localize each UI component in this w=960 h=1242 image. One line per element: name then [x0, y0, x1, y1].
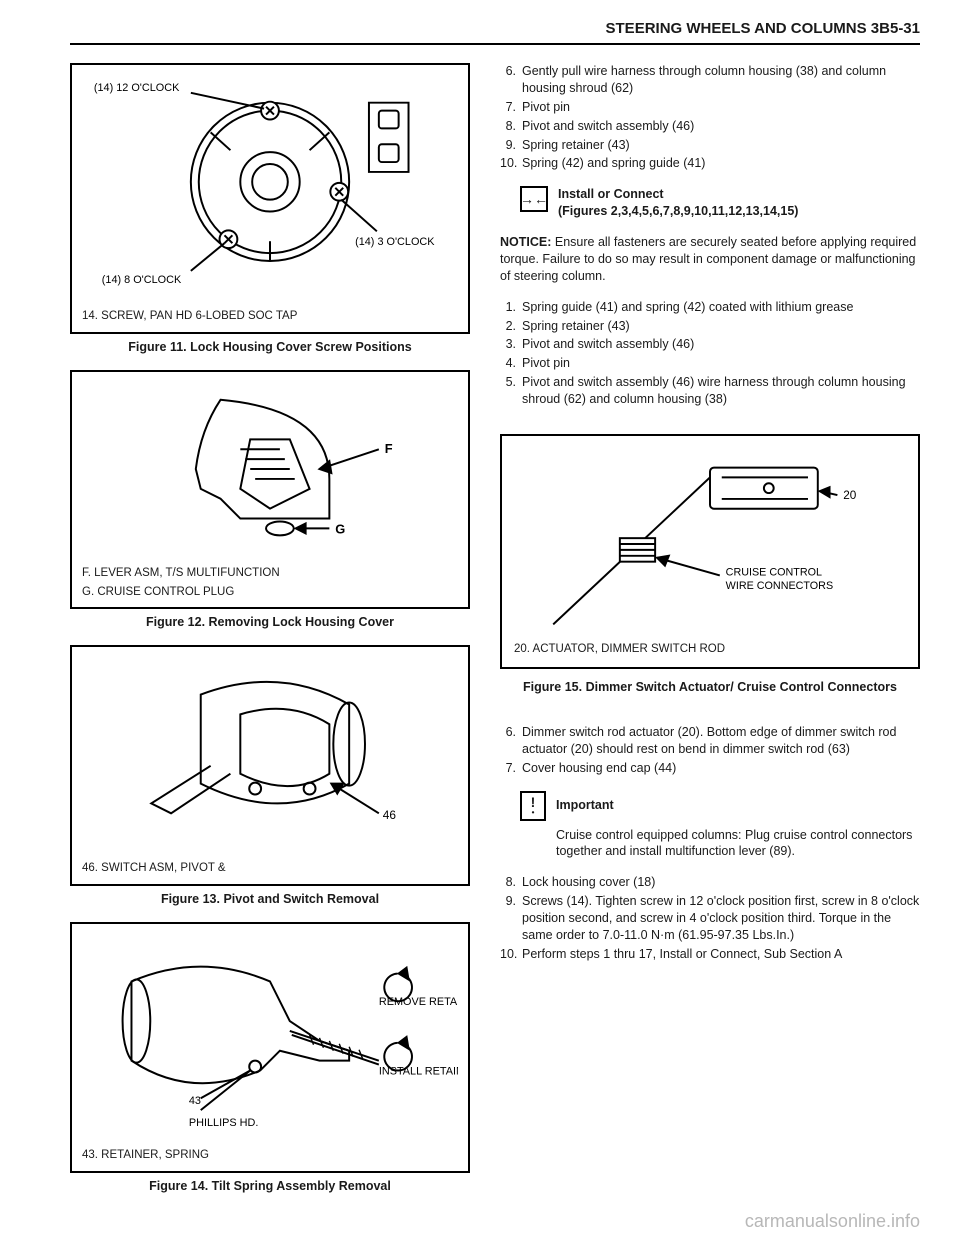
step-num: 9. [500, 893, 522, 944]
step-num: 4. [500, 355, 522, 372]
step-text: Lock housing cover (18) [522, 874, 920, 891]
fig12-label-F: F [385, 441, 393, 456]
watermark: carmanualsonline.info [745, 1211, 920, 1232]
fig13-label-46: 46 [383, 809, 397, 823]
fig11-legend: 14. SCREW, PAN HD 6-LOBED SOC TAP [82, 309, 458, 324]
figure-12-box: F G F. LEVER ASM, T/S MULTIFUNCTION G. C… [70, 370, 470, 610]
fig14-caption: Figure 14. Tilt Spring Assembly Removal [70, 1179, 470, 1193]
step-text: Spring (42) and spring guide (41) [522, 155, 920, 172]
important-body: Cruise control equipped columns: Plug cr… [520, 827, 920, 861]
step-text: Screws (14). Tighten screw in 12 o'clock… [522, 893, 920, 944]
step-text: Dimmer switch rod actuator (20). Bottom … [522, 724, 920, 758]
figure-14-diagram: REMOVE RETAINER INSTALL RETAINER 43 PHIL… [82, 932, 458, 1140]
main-columns: (14) 12 O'CLOCK (14) 3 O'CLOCK (14) 8 O'… [70, 63, 920, 1209]
fig15-label-cc1: CRUISE CONTROL [726, 566, 822, 578]
step-num: 10. [500, 155, 522, 172]
step-text: Perform steps 1 thru 17, Install or Conn… [522, 946, 920, 963]
step-num: 10. [500, 946, 522, 963]
step-num: 9. [500, 137, 522, 154]
install-connect-icon: →← [520, 186, 548, 212]
fig15-caption: Figure 15. Dimmer Switch Actuator/ Cruis… [500, 679, 920, 696]
fig12-legend-F: F. LEVER ASM, T/S MULTIFUNCTION [82, 566, 458, 581]
notice-label: NOTICE: [500, 235, 551, 249]
fig13-caption: Figure 13. Pivot and Switch Removal [70, 892, 470, 906]
important-callout: !• Important Cruise control equipped col… [520, 791, 920, 861]
step-text: Spring guide (41) and spring (42) coated… [522, 299, 920, 316]
fig12-legend-G: G. CRUISE CONTROL PLUG [82, 585, 458, 600]
procedure-after-15: 6.Dimmer switch rod actuator (20). Botto… [500, 724, 920, 777]
notice-text: Ensure all fasteners are securely seated… [500, 235, 916, 283]
right-column: 6.Gently pull wire harness through colum… [500, 63, 920, 1209]
fig11-caption: Figure 11. Lock Housing Cover Screw Posi… [70, 340, 470, 354]
install-connect-callout: →← Install or Connect (Figures 2,3,4,5,6… [520, 186, 920, 220]
step-text: Pivot pin [522, 355, 920, 372]
fig11-label-3: (14) 3 O'CLOCK [355, 236, 435, 248]
step-text: Pivot pin [522, 99, 920, 116]
install-connect-text: Install or Connect (Figures 2,3,4,5,6,7,… [558, 186, 798, 220]
figure-15-box: 20 CRUISE CONTROL WIRE CONNECTORS 20. AC… [500, 434, 920, 669]
fig12-caption: Figure 12. Removing Lock Housing Cover [70, 615, 470, 629]
fig12-label-G: G [335, 521, 345, 536]
figure-12-diagram: F G [82, 380, 458, 558]
fig11-label-8: (14) 8 O'CLOCK [102, 274, 182, 286]
step-text: Pivot and switch assembly (46) [522, 118, 920, 135]
fig14-phillips: PHILLIPS HD. [189, 1117, 259, 1129]
procedure-bottom: 8.Lock housing cover (18) 9.Screws (14).… [500, 874, 920, 962]
figure-15-diagram: 20 CRUISE CONTROL WIRE CONNECTORS [514, 448, 906, 634]
fig14-install: INSTALL RETAINER [379, 1066, 458, 1078]
important-icon: !• [520, 791, 546, 821]
figure-11-diagram: (14) 12 O'CLOCK (14) 3 O'CLOCK (14) 8 O'… [82, 73, 458, 301]
notice-block: NOTICE: Ensure all fasteners are securel… [500, 234, 920, 285]
fig15-label-cc2: WIRE CONNECTORS [726, 580, 833, 592]
step-text: Gently pull wire harness through column … [522, 63, 920, 97]
step-num: 6. [500, 724, 522, 758]
step-num: 8. [500, 118, 522, 135]
page-header: STEERING WHEELS AND COLUMNS 3B5-31 [70, 20, 920, 45]
step-num: 7. [500, 99, 522, 116]
step-text: Spring retainer (43) [522, 137, 920, 154]
fig15-legend: 20. ACTUATOR, DIMMER SWITCH ROD [514, 642, 906, 657]
important-title: Important [556, 797, 614, 814]
step-num: 1. [500, 299, 522, 316]
install-connect-title: Install or Connect [558, 186, 798, 203]
fig11-label-12: (14) 12 O'CLOCK [94, 82, 180, 94]
step-text: Pivot and switch assembly (46) wire harn… [522, 374, 920, 408]
left-column: (14) 12 O'CLOCK (14) 3 O'CLOCK (14) 8 O'… [70, 63, 470, 1209]
fig13-legend: 46. SWITCH ASM, PIVOT & [82, 861, 458, 876]
procedure-top: 6.Gently pull wire harness through colum… [500, 63, 920, 172]
figure-13-diagram: 46 [82, 655, 458, 853]
step-text: Cover housing end cap (44) [522, 760, 920, 777]
procedure-mid: 1.Spring guide (41) and spring (42) coat… [500, 299, 920, 408]
step-num: 3. [500, 336, 522, 353]
step-text: Pivot and switch assembly (46) [522, 336, 920, 353]
step-text: Spring retainer (43) [522, 318, 920, 335]
step-num: 8. [500, 874, 522, 891]
step-num: 5. [500, 374, 522, 408]
step-num: 2. [500, 318, 522, 335]
install-connect-refs: (Figures 2,3,4,5,6,7,8,9,10,11,12,13,14,… [558, 203, 798, 220]
figure-14-box: REMOVE RETAINER INSTALL RETAINER 43 PHIL… [70, 922, 470, 1173]
fig14-remove: REMOVE RETAINER [379, 997, 458, 1009]
step-num: 7. [500, 760, 522, 777]
fig14-label-43: 43 [189, 1095, 201, 1107]
step-num: 6. [500, 63, 522, 97]
fig15-label-20: 20 [843, 489, 857, 502]
figure-11-box: (14) 12 O'CLOCK (14) 3 O'CLOCK (14) 8 O'… [70, 63, 470, 334]
fig14-legend: 43. RETAINER, SPRING [82, 1148, 458, 1163]
figure-13-box: 46 46. SWITCH ASM, PIVOT & [70, 645, 470, 886]
